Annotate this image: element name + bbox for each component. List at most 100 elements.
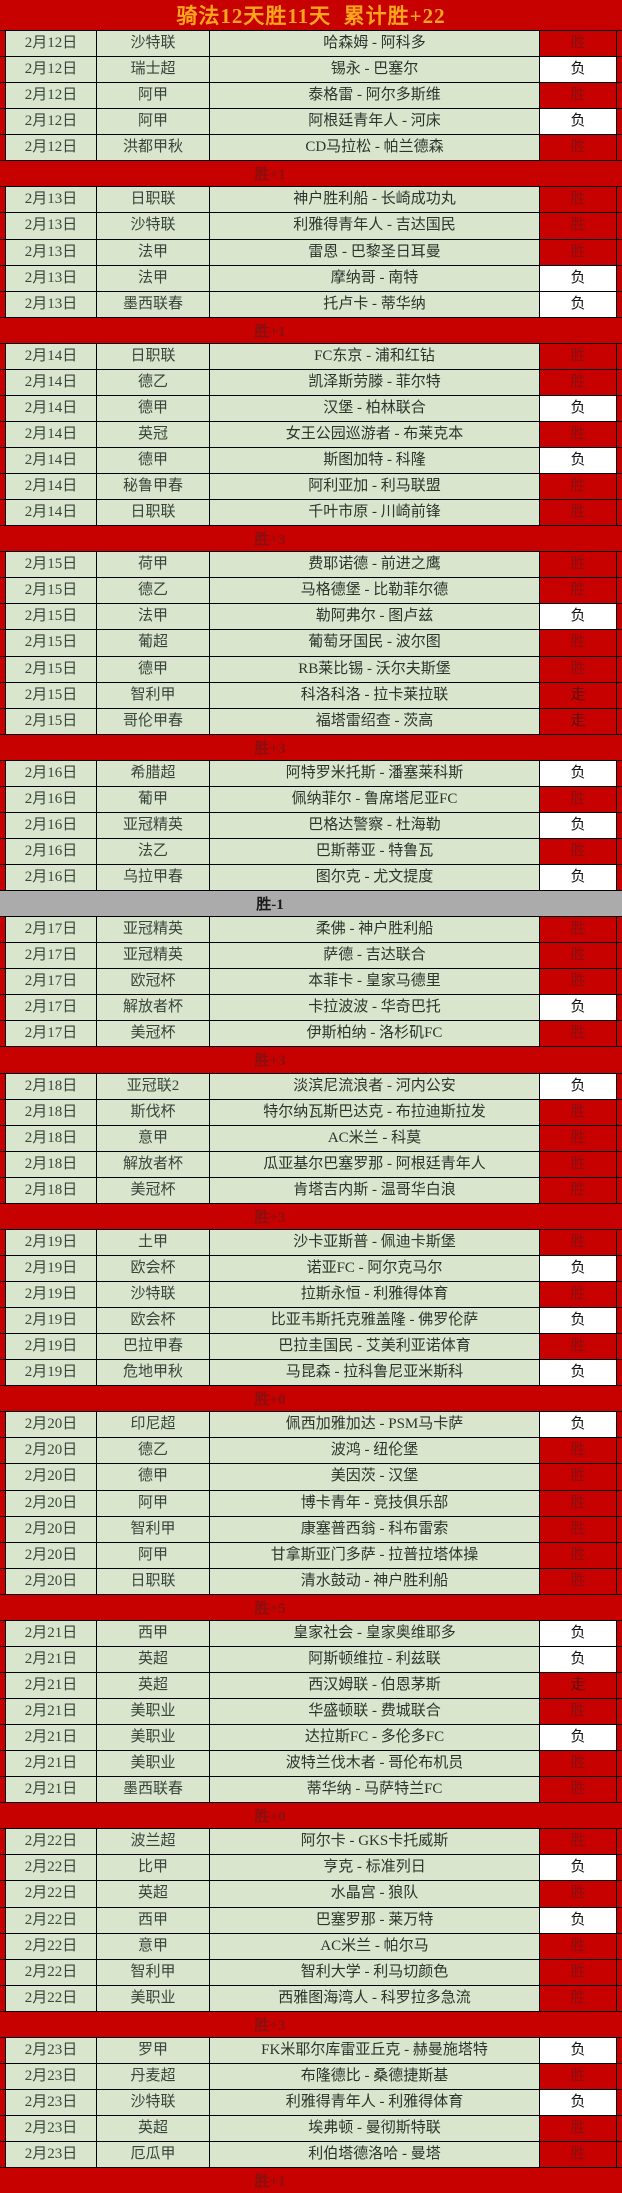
result-cell: 负 <box>540 604 617 630</box>
table-row: 2月15日 葡超 葡萄牙国民 - 波尔图 胜 <box>0 629 622 656</box>
date-cell: 2月22日 <box>5 1881 97 1907</box>
table-row: 2月19日 巴拉甲春 巴拉圭国民 - 艾美利亚诺体育 胜 <box>0 1333 622 1360</box>
result-cell: 负 <box>540 812 617 838</box>
result-cell: 胜 <box>540 1334 617 1360</box>
result-cell: 负 <box>540 1646 617 1672</box>
match-cell: 西汉姆联 - 伯恩茅斯 <box>210 1672 540 1698</box>
left-margin-cell <box>0 187 5 213</box>
league-cell: 德甲 <box>97 448 210 474</box>
match-cell: 特尔纳瓦斯巴达克 - 布拉迪斯拉发 <box>210 1099 540 1125</box>
left-margin-cell <box>0 1308 5 1334</box>
result-cell: 胜 <box>540 187 617 213</box>
right-margin-cell <box>617 2037 622 2063</box>
date-cell: 2月20日 <box>5 1438 97 1464</box>
table-row: 2月17日 欧冠杯 本菲卡 - 皇家马德里 胜 <box>0 968 622 995</box>
table-row: 2月12日 瑞士超 锡永 - 巴塞尔 负 <box>0 56 622 83</box>
match-cell: 摩纳哥 - 南特 <box>210 265 540 291</box>
day-summary-label: 胜+3 <box>254 1209 286 1226</box>
date-cell: 2月21日 <box>5 1620 97 1646</box>
league-cell: 法甲 <box>97 604 210 630</box>
right-margin-cell <box>617 1282 622 1308</box>
table-row: 2月12日 阿甲 泰格雷 - 阿尔多斯维 胜 <box>0 82 622 109</box>
league-cell: 沙特联 <box>97 1282 210 1308</box>
day-summary-filler <box>540 735 622 760</box>
league-cell: 墨西联春 <box>97 291 210 317</box>
match-cell: 本菲卡 - 皇家马德里 <box>210 969 540 995</box>
left-margin-cell <box>0 1568 5 1594</box>
right-margin-cell <box>617 421 622 447</box>
day-summary-row: 胜+1 <box>0 316 622 343</box>
date-cell: 2月16日 <box>5 812 97 838</box>
date-cell: 2月21日 <box>5 1672 97 1698</box>
match-cell: 淡滨尼流浪者 - 河内公安 <box>210 1073 540 1099</box>
league-cell: 德甲 <box>97 395 210 421</box>
left-margin-cell <box>0 2116 5 2142</box>
date-cell: 2月21日 <box>5 1725 97 1751</box>
left-margin-cell <box>0 1229 5 1255</box>
left-margin-cell <box>0 1646 5 1672</box>
league-cell: 希腊超 <box>97 760 210 786</box>
date-cell: 2月18日 <box>5 1177 97 1203</box>
table-row: 2月19日 欧会杯 诺亚FC - 阿尔克马尔 负 <box>0 1254 622 1281</box>
league-cell: 德甲 <box>97 656 210 682</box>
result-cell: 胜 <box>540 2116 617 2142</box>
left-margin-cell <box>0 1985 5 2011</box>
right-margin-cell <box>617 1777 622 1803</box>
left-margin-cell <box>0 1125 5 1151</box>
table-row: 2月12日 洪都甲秋 CD马拉松 - 帕兰德森 胜 <box>0 134 622 161</box>
result-cell: 胜 <box>540 2142 617 2168</box>
left-margin-cell <box>0 500 5 526</box>
day-summary-filler <box>540 318 622 343</box>
right-margin-cell <box>617 604 622 630</box>
result-cell: 负 <box>540 1620 617 1646</box>
table-row: 2月15日 荷甲 费耶诺德 - 前进之鹰 胜 <box>0 551 622 578</box>
right-margin-cell <box>617 1099 622 1125</box>
table-row: 2月15日 德甲 RB莱比锡 - 沃尔夫斯堡 胜 <box>0 655 622 682</box>
result-cell: 胜 <box>540 969 617 995</box>
right-margin-cell <box>617 969 622 995</box>
table-row: 2月16日 法乙 巴斯蒂亚 - 特鲁瓦 胜 <box>0 837 622 864</box>
left-margin-cell <box>0 213 5 239</box>
match-cell: 哈森姆 - 阿科多 <box>210 31 540 57</box>
right-margin-cell <box>617 187 622 213</box>
match-cell: 甘拿斯亚门多萨 - 拉普拉塔体操 <box>210 1542 540 1568</box>
table-row: 2月18日 解放者杯 瓜亚基尔巴塞罗那 - 阿根廷青年人 胜 <box>0 1150 622 1177</box>
result-cell: 胜 <box>540 421 617 447</box>
match-cell: 阿斯顿维拉 - 利兹联 <box>210 1646 540 1672</box>
match-cell: 巴斯蒂亚 - 特鲁瓦 <box>210 838 540 864</box>
league-cell: 阿甲 <box>97 109 210 135</box>
right-margin-cell <box>617 369 622 395</box>
match-cell: 凯泽斯劳滕 - 菲尔特 <box>210 369 540 395</box>
right-margin-cell <box>617 1438 622 1464</box>
league-cell: 丹麦超 <box>97 2063 210 2089</box>
right-margin-cell <box>617 1334 622 1360</box>
left-margin-cell <box>0 1933 5 1959</box>
table-row: 2月21日 美职业 华盛顿联 - 费城联合 胜 <box>0 1698 622 1725</box>
league-cell: 危地甲秋 <box>97 1360 210 1386</box>
left-margin-cell <box>0 1725 5 1751</box>
table-row: 2月19日 沙特联 拉斯永恒 - 利雅得体育 胜 <box>0 1281 622 1308</box>
left-margin-cell <box>0 786 5 812</box>
match-cell: AC米兰 - 帕尔马 <box>210 1933 540 1959</box>
date-cell: 2月23日 <box>5 2037 97 2063</box>
result-cell: 负 <box>540 1907 617 1933</box>
result-cell: 胜 <box>540 1490 617 1516</box>
league-cell: 英超 <box>97 1646 210 1672</box>
right-margin-cell <box>617 2089 622 2115</box>
right-margin-cell <box>617 552 622 578</box>
left-margin-cell <box>0 2037 5 2063</box>
match-cell: 神户胜利船 - 长崎成功丸 <box>210 187 540 213</box>
day-summary-filler <box>540 1047 622 1072</box>
left-margin-cell <box>0 2142 5 2168</box>
result-cell: 胜 <box>540 369 617 395</box>
left-margin-cell <box>0 265 5 291</box>
match-cell: 博卡青年 - 竞技俱乐部 <box>210 1490 540 1516</box>
league-cell: 秘鲁甲春 <box>97 474 210 500</box>
table-row: 2月15日 德乙 马格德堡 - 比勒菲尔德 胜 <box>0 577 622 604</box>
match-cell: FC东京 - 浦和红钻 <box>210 343 540 369</box>
right-margin-cell <box>617 239 622 265</box>
date-cell: 2月13日 <box>5 187 97 213</box>
result-cell: 胜 <box>540 1438 617 1464</box>
date-cell: 2月20日 <box>5 1542 97 1568</box>
